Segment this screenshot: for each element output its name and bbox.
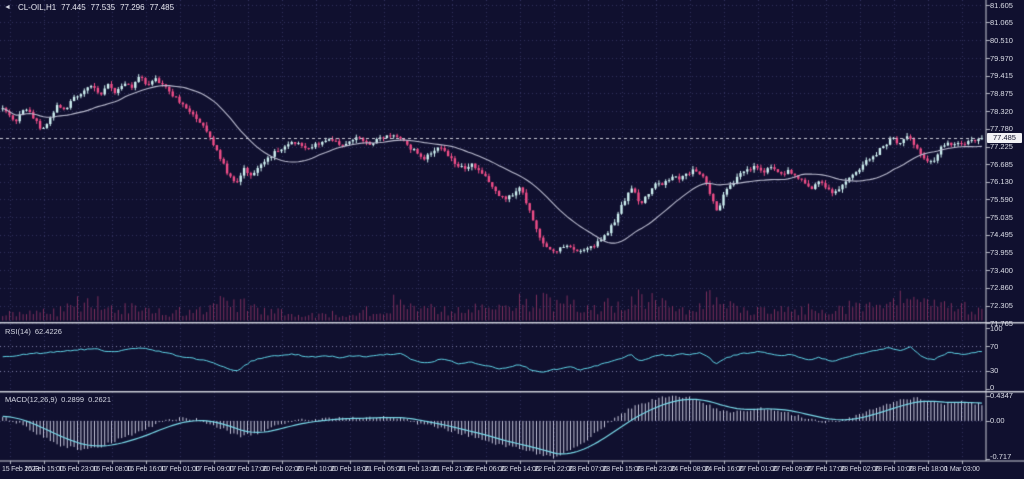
time-axis-label: 27 Feb 01:00 bbox=[738, 466, 778, 473]
time-axis-label: 15 Feb 23:00 bbox=[58, 466, 98, 473]
time-axis-label: 21 Feb 21:00 bbox=[432, 466, 472, 473]
time-axis-label: 15 Feb 15:00 bbox=[24, 466, 64, 473]
time-axis-label: 21 Feb 05:00 bbox=[364, 466, 404, 473]
time-axis-label: 16 Feb 08:00 bbox=[92, 466, 132, 473]
time-axis-label: 28 Feb 10:00 bbox=[874, 466, 914, 473]
time-axis-label: 15 Feb 2023 bbox=[2, 466, 40, 473]
time-axis-label: 17 Feb 17:00 bbox=[228, 466, 268, 473]
time-axis-label: 17 Feb 01:00 bbox=[160, 466, 200, 473]
time-axis-label: 28 Feb 18:00 bbox=[908, 466, 948, 473]
time-axis-label: 24 Feb 08:00 bbox=[670, 466, 710, 473]
time-axis-label: 21 Feb 13:00 bbox=[398, 466, 438, 473]
time-axis-label: 20 Feb 10:00 bbox=[296, 466, 336, 473]
time-axis-label: 23 Feb 07:00 bbox=[568, 466, 608, 473]
time-axis-label: 23 Feb 15:00 bbox=[602, 466, 642, 473]
time-axis-label: 20 Feb 02:00 bbox=[262, 466, 302, 473]
time-axis[interactable]: 15 Feb 2023 15 Feb 15:00 15 Feb 23:00 16 Fe… bbox=[0, 462, 1024, 479]
time-axis-label: 20 Feb 18:00 bbox=[330, 466, 370, 473]
time-axis-label: 16 Feb 16:00 bbox=[126, 466, 166, 473]
time-axis-label: 24 Feb 16:00 bbox=[704, 466, 744, 473]
time-axis-label: 22 Feb 06:00 bbox=[466, 466, 506, 473]
time-axis-label: 17 Feb 09:00 bbox=[194, 466, 234, 473]
time-axis-label: 1 Mar 03:00 bbox=[944, 466, 980, 473]
time-axis-label: 28 Feb 02:00 bbox=[840, 466, 880, 473]
time-axis-label: 22 Feb 14:00 bbox=[500, 466, 540, 473]
time-axis-label: 27 Feb 09:00 bbox=[772, 466, 812, 473]
time-axis-label: 27 Feb 17:00 bbox=[806, 466, 846, 473]
time-axis-label: 23 Feb 23:00 bbox=[636, 466, 676, 473]
time-axis-label: 22 Feb 22:00 bbox=[534, 466, 574, 473]
